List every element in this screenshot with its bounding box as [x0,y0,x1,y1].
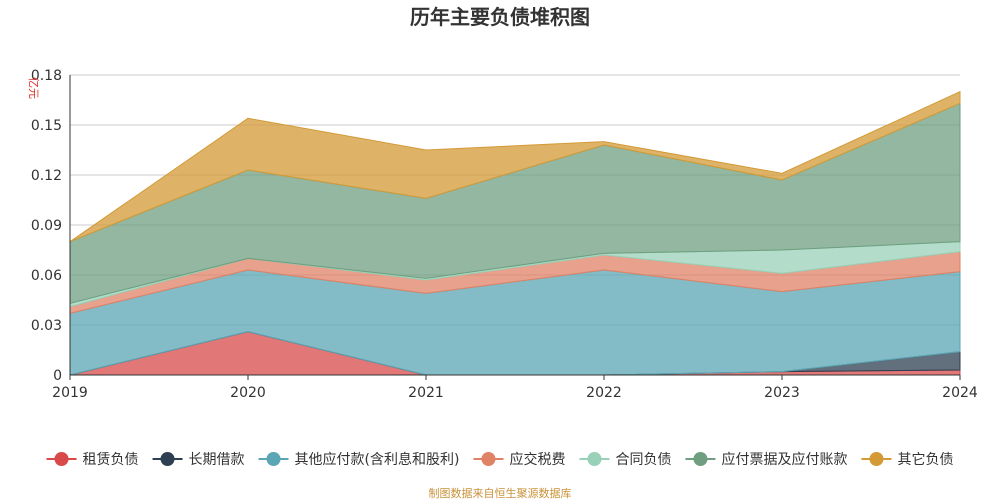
legend-label: 应交税费 [509,451,565,468]
legend-label: 其它负债 [897,451,953,468]
legend-item-4[interactable]: 合同负债 [579,452,671,468]
y-tick-label: 0 [53,368,62,384]
data-source-note: 制图数据来自恒生聚源数据库 [429,486,572,500]
area-series-6 [69,90,961,243]
axes: 0 0.03 0.06 0.09 0.12 0.15 0.18 2019 2020 2021 202… [31,68,978,401]
legend-item-6[interactable]: 其它负债 [861,451,953,468]
x-tick-label: 2020 [230,385,266,401]
x-tick-label: 2021 [408,385,444,401]
legend-marker [266,452,281,466]
legend: 租赁负债 长期借款 其他应付款(含利息和股利) 应交税费 合同负债 应付票据及应付账款 其它… [46,451,953,468]
legend-marker [693,452,708,466]
x-tick-label: 2019 [52,385,88,401]
legend-item-1[interactable]: 长期借款 [152,452,245,468]
y-tick-label: 0.18 [31,68,62,84]
chart-title: 历年主要负债堆积图 [410,5,590,29]
legend-marker [54,452,69,466]
legend-label: 合同负债 [615,452,671,468]
y-tick-label: 0.12 [31,168,62,184]
legend-marker [869,452,884,466]
legend-marker [160,452,175,466]
legend-marker [587,452,602,466]
x-tick-label: 2022 [586,385,622,401]
legend-label: 其他应付款(含利息和股利) [295,451,460,468]
y-tick-label: 0.15 [31,118,62,134]
legend-item-0[interactable]: 租赁负债 [46,452,139,468]
legend-label: 租赁负债 [83,452,139,468]
area-series [69,90,961,376]
legend-item-2[interactable]: 其他应付款(含利息和股利) [258,451,460,468]
legend-marker [481,452,496,466]
legend-label: 应付票据及应付账款 [721,451,847,468]
legend-item-3[interactable]: 应交税费 [473,451,565,468]
y-tick-label: 0.09 [31,218,62,234]
y-tick-label: 0.06 [31,268,62,284]
y-axis-unit: 亿元 [27,77,40,99]
x-tick-label: 2023 [764,385,800,401]
legend-label: 长期借款 [189,452,245,468]
legend-item-5[interactable]: 应付票据及应付账款 [685,451,847,468]
x-tick-label: 2024 [942,385,978,401]
y-tick-label: 0.03 [31,318,62,334]
